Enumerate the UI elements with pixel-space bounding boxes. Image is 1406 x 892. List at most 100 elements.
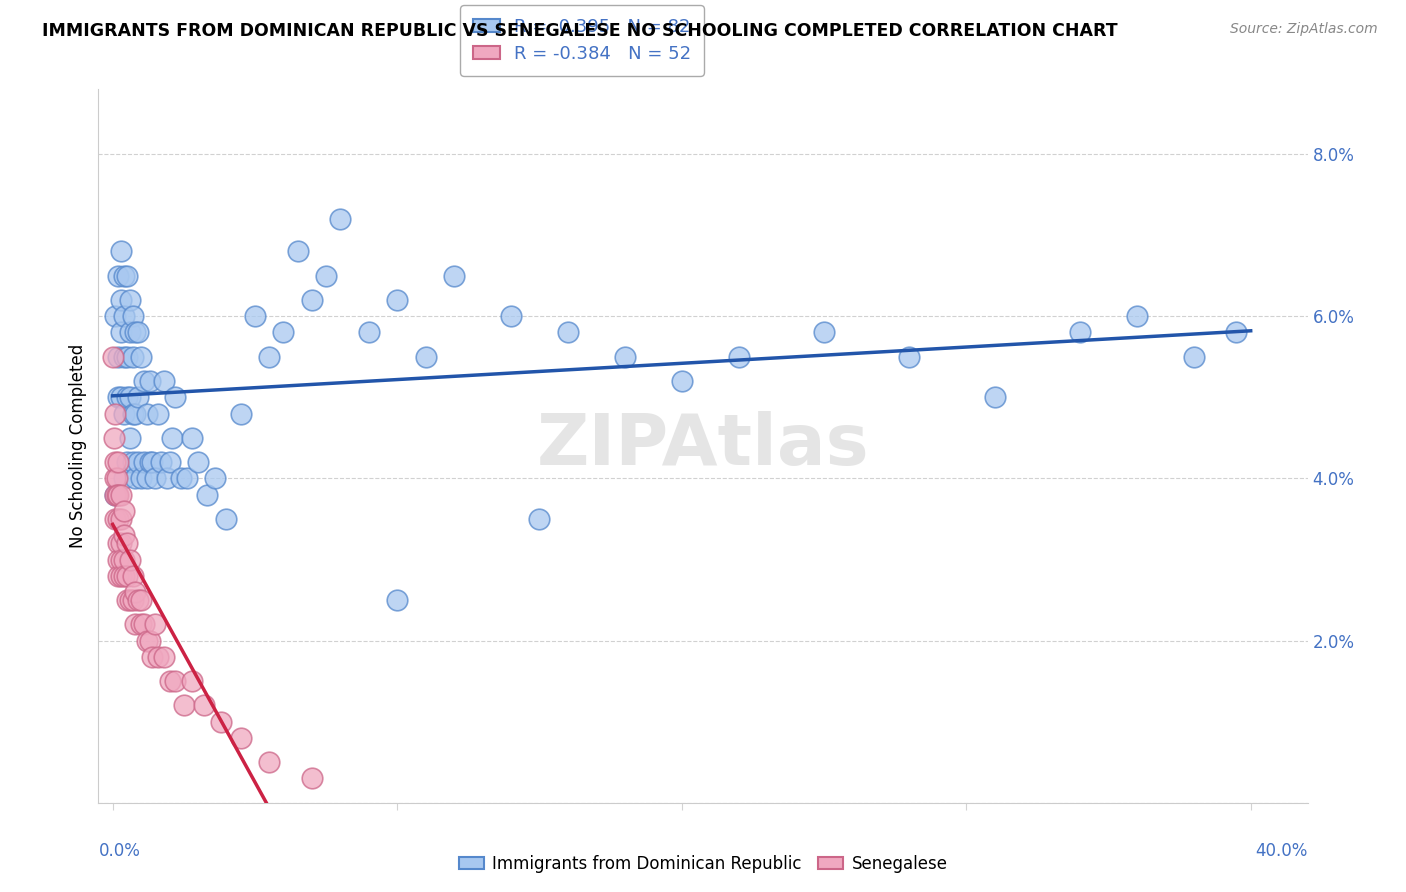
- Point: [112, 504, 135, 518]
- Point: [141, 455, 163, 469]
- Text: ZIPAtlas: ZIPAtlas: [537, 411, 869, 481]
- Point: [983, 390, 1005, 404]
- Point: [129, 617, 152, 632]
- Point: [110, 244, 132, 259]
- Point: [115, 390, 138, 404]
- Point: [165, 674, 187, 689]
- Point: [107, 455, 129, 469]
- Point: [121, 455, 143, 469]
- Point: [385, 293, 408, 307]
- Point: [112, 568, 135, 582]
- Text: IMMIGRANTS FROM DOMINICAN REPUBLIC VS SENEGALESE NO SCHOOLING COMPLETED CORRELAT: IMMIGRANTS FROM DOMINICAN REPUBLIC VS SE…: [42, 22, 1118, 40]
- Point: [105, 488, 128, 502]
- Point: [135, 407, 157, 421]
- Point: [107, 536, 129, 550]
- Point: [156, 471, 179, 485]
- Point: [129, 593, 152, 607]
- Point: [287, 244, 309, 259]
- Point: [243, 310, 266, 324]
- Point: [613, 350, 636, 364]
- Point: [159, 674, 181, 689]
- Point: [195, 488, 218, 502]
- Point: [104, 488, 127, 502]
- Point: [127, 390, 149, 404]
- Point: [124, 407, 146, 421]
- Point: [153, 649, 176, 664]
- Point: [146, 649, 169, 664]
- Point: [557, 326, 579, 340]
- Point: [118, 390, 141, 404]
- Point: [138, 374, 160, 388]
- Point: [1182, 350, 1205, 364]
- Point: [1069, 326, 1091, 340]
- Point: [229, 731, 252, 745]
- Point: [165, 390, 187, 404]
- Point: [107, 568, 129, 582]
- Point: [132, 617, 155, 632]
- Point: [143, 471, 166, 485]
- Point: [124, 326, 146, 340]
- Point: [118, 552, 141, 566]
- Point: [118, 431, 141, 445]
- Point: [132, 374, 155, 388]
- Point: [121, 568, 143, 582]
- Point: [121, 350, 143, 364]
- Point: [115, 268, 138, 283]
- Point: [107, 390, 129, 404]
- Point: [204, 471, 226, 485]
- Point: [138, 455, 160, 469]
- Point: [107, 488, 129, 502]
- Point: [141, 649, 163, 664]
- Point: [121, 310, 143, 324]
- Point: [110, 536, 132, 550]
- Point: [127, 593, 149, 607]
- Point: [107, 350, 129, 364]
- Point: [150, 455, 173, 469]
- Point: [129, 350, 152, 364]
- Point: [104, 407, 127, 421]
- Point: [162, 431, 184, 445]
- Point: [105, 471, 128, 485]
- Legend: Immigrants from Dominican Republic, Senegalese: Immigrants from Dominican Republic, Sene…: [451, 848, 955, 880]
- Point: [1126, 310, 1149, 324]
- Point: [110, 293, 132, 307]
- Point: [127, 455, 149, 469]
- Point: [115, 593, 138, 607]
- Point: [115, 568, 138, 582]
- Point: [112, 310, 135, 324]
- Legend: R =  0.395   N = 82, R = -0.384   N = 52: R = 0.395 N = 82, R = -0.384 N = 52: [460, 5, 704, 76]
- Point: [127, 326, 149, 340]
- Point: [415, 350, 437, 364]
- Point: [301, 293, 323, 307]
- Point: [110, 552, 132, 566]
- Point: [215, 512, 238, 526]
- Point: [898, 350, 921, 364]
- Point: [129, 471, 152, 485]
- Point: [229, 407, 252, 421]
- Point: [104, 310, 127, 324]
- Point: [257, 350, 280, 364]
- Point: [132, 455, 155, 469]
- Point: [104, 512, 127, 526]
- Text: 0.0%: 0.0%: [98, 842, 141, 860]
- Point: [110, 488, 132, 502]
- Point: [118, 326, 141, 340]
- Text: Source: ZipAtlas.com: Source: ZipAtlas.com: [1230, 22, 1378, 37]
- Point: [110, 512, 132, 526]
- Point: [103, 431, 125, 445]
- Point: [181, 431, 204, 445]
- Point: [118, 293, 141, 307]
- Point: [110, 326, 132, 340]
- Point: [103, 350, 125, 364]
- Point: [104, 488, 127, 502]
- Point: [143, 617, 166, 632]
- Point: [727, 350, 749, 364]
- Text: 40.0%: 40.0%: [1256, 842, 1308, 860]
- Point: [170, 471, 193, 485]
- Y-axis label: No Schooling Completed: No Schooling Completed: [69, 344, 87, 548]
- Point: [329, 211, 352, 226]
- Point: [146, 407, 169, 421]
- Point: [124, 585, 146, 599]
- Point: [671, 374, 693, 388]
- Point: [112, 552, 135, 566]
